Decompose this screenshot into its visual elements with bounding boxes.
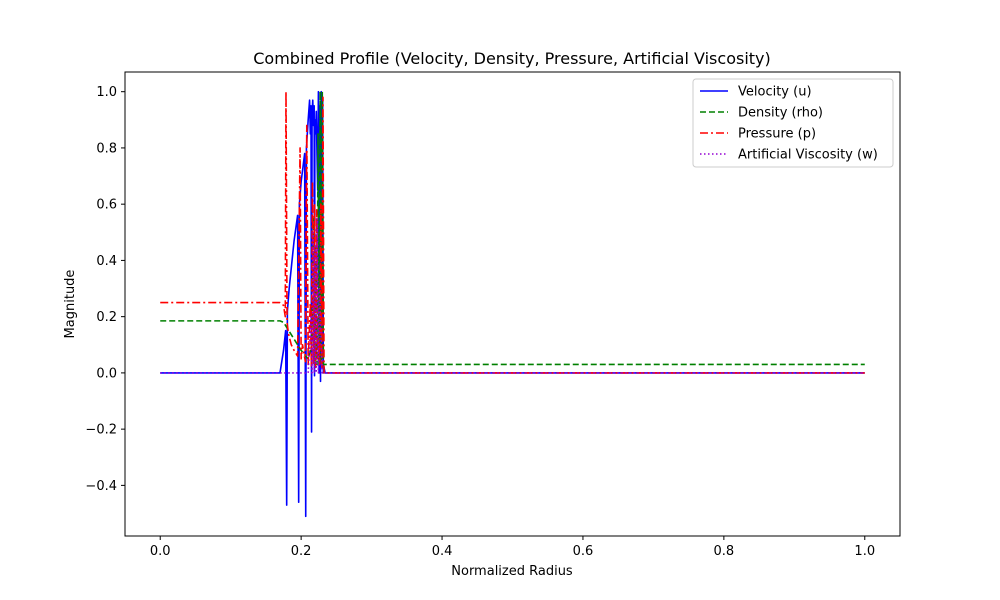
- y-tick-label: 0.0: [96, 366, 117, 381]
- x-tick-label: 1.0: [854, 544, 875, 559]
- chart-title: Combined Profile (Velocity, Density, Pre…: [253, 49, 771, 68]
- x-tick-label: 0.6: [573, 544, 594, 559]
- legend-frame: [692, 78, 894, 168]
- y-tick-label: −0.4: [85, 479, 117, 494]
- x-axis-label: Normalized Radius: [451, 564, 573, 579]
- legend-label-2: Pressure (p): [738, 127, 816, 142]
- x-tick-label: 0.4: [432, 544, 453, 559]
- x-axis: 0.0 0.2 0.4 0.6 0.8 1.0: [150, 536, 875, 559]
- legend-label-3: Artificial Viscosity (w): [738, 148, 878, 163]
- x-tick-label: 0.2: [291, 544, 312, 559]
- y-axis-label: Magnitude: [63, 270, 78, 339]
- legend-label-1: Density (rho): [738, 106, 823, 121]
- y-tick-label: 0.8: [96, 141, 117, 156]
- x-tick-label: 0.8: [714, 544, 735, 559]
- y-tick-label: 1.0: [96, 85, 117, 100]
- legend: Velocity (u) Density (rho) Pressure (p) Art…: [692, 78, 894, 168]
- x-tick-label: 0.0: [150, 544, 171, 559]
- y-axis: −0.4 −0.2 0.0 0.2 0.4 0.6 0.8 1.0: [85, 85, 125, 494]
- y-tick-label: 0.6: [96, 198, 117, 213]
- legend-label-0: Velocity (u): [738, 85, 812, 100]
- y-tick-label: 0.4: [96, 254, 117, 269]
- series-line-3: [160, 217, 865, 374]
- y-tick-label: 0.2: [96, 310, 117, 325]
- series-line-2: [160, 90, 865, 374]
- plot-frame: [124, 71, 901, 537]
- series-layer: [160, 90, 865, 518]
- y-tick-label: −0.2: [85, 423, 117, 438]
